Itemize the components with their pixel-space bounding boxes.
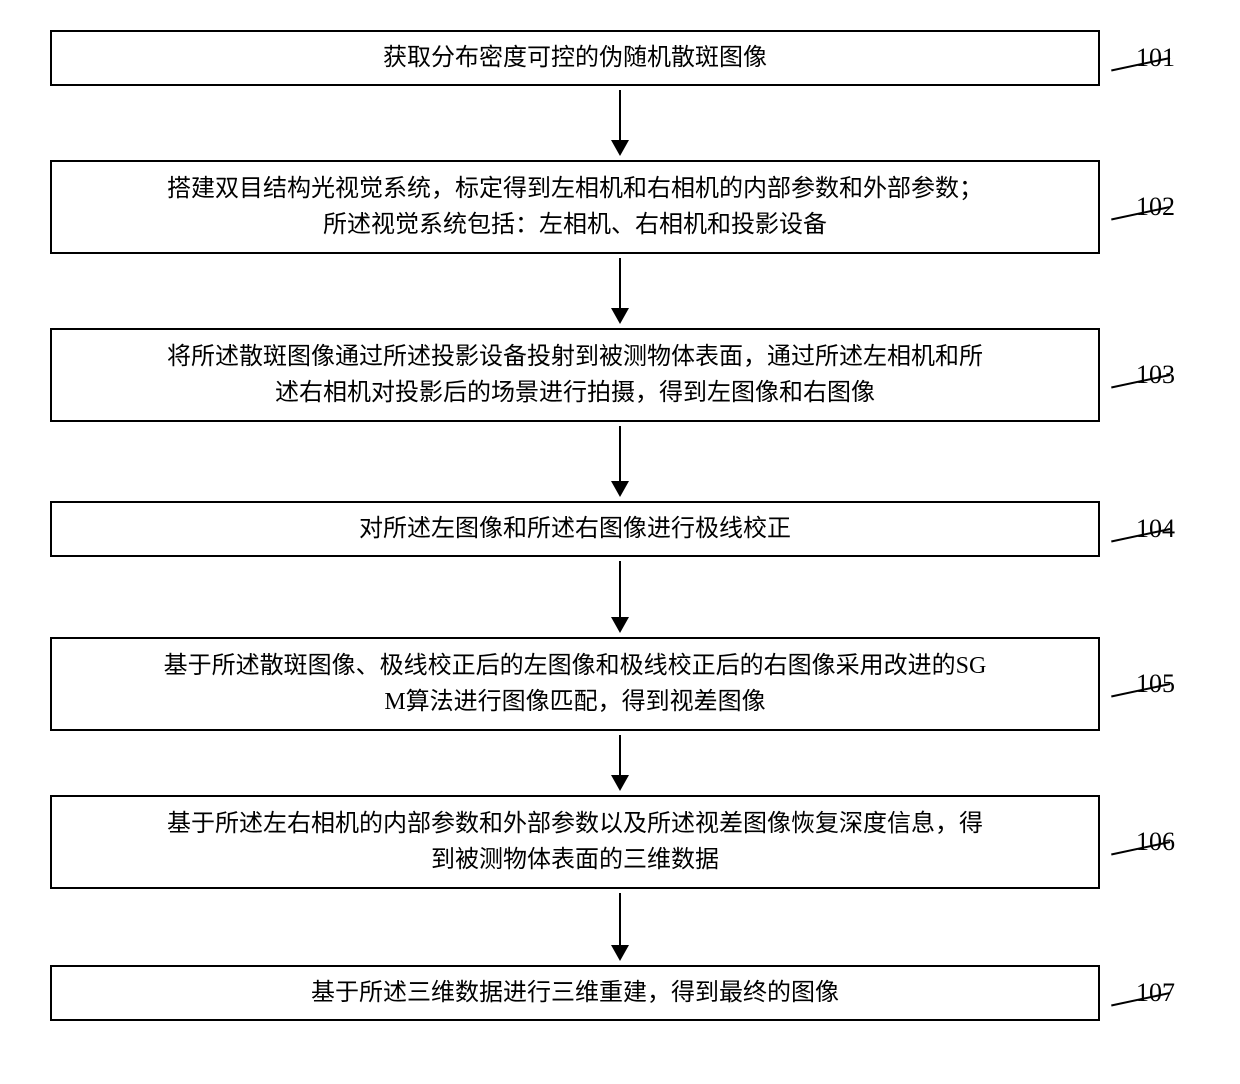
step-label-1: 101 [1136, 43, 1175, 73]
step-text-6: 基于所述左右相机的内部参数和外部参数以及所述视差图像恢复深度信息，得 到被测物体… [167, 806, 983, 878]
step-box-4: 对所述左图像和所述右图像进行极线校正 [50, 501, 1100, 557]
step-box-6: 基于所述左右相机的内部参数和外部参数以及所述视差图像恢复深度信息，得 到被测物体… [50, 795, 1100, 889]
step-text-3: 将所述散斑图像通过所述投影设备投射到被测物体表面，通过所述左相机和所 述右相机对… [167, 339, 983, 411]
step-box-5: 基于所述散斑图像、极线校正后的左图像和极线校正后的右图像采用改进的SG M算法进… [50, 637, 1100, 731]
step-label-5: 105 [1136, 669, 1175, 699]
step-box-2: 搭建双目结构光视觉系统，标定得到左相机和右相机的内部参数和外部参数； 所述视觉系… [50, 160, 1100, 254]
step-text-5: 基于所述散斑图像、极线校正后的左图像和极线校正后的右图像采用改进的SG M算法进… [164, 648, 987, 720]
arrow-5 [611, 735, 629, 791]
step-label-2: 102 [1136, 192, 1175, 222]
arrow-2 [611, 258, 629, 324]
step-row-6: 基于所述左右相机的内部参数和外部参数以及所述视差图像恢复深度信息，得 到被测物体… [50, 795, 1190, 889]
step-row-1: 获取分布密度可控的伪随机散斑图像 101 [50, 30, 1190, 86]
step-label-6: 106 [1136, 827, 1175, 857]
flowchart-container: 获取分布密度可控的伪随机散斑图像 101 搭建双目结构光视觉系统，标定得到左相机… [50, 30, 1190, 1021]
arrow-3 [611, 426, 629, 497]
step-row-5: 基于所述散斑图像、极线校正后的左图像和极线校正后的右图像采用改进的SG M算法进… [50, 637, 1190, 731]
step-text-2: 搭建双目结构光视觉系统，标定得到左相机和右相机的内部参数和外部参数； 所述视觉系… [167, 171, 983, 243]
step-box-7: 基于所述三维数据进行三维重建，得到最终的图像 [50, 965, 1100, 1021]
step-text-1: 获取分布密度可控的伪随机散斑图像 [383, 40, 767, 76]
arrow-4 [611, 561, 629, 633]
step-text-7: 基于所述三维数据进行三维重建，得到最终的图像 [311, 975, 839, 1011]
step-label-3: 103 [1136, 360, 1175, 390]
step-row-7: 基于所述三维数据进行三维重建，得到最终的图像 107 [50, 965, 1190, 1021]
step-box-3: 将所述散斑图像通过所述投影设备投射到被测物体表面，通过所述左相机和所 述右相机对… [50, 328, 1100, 422]
arrow-1 [611, 90, 629, 156]
step-row-3: 将所述散斑图像通过所述投影设备投射到被测物体表面，通过所述左相机和所 述右相机对… [50, 328, 1190, 422]
step-text-4: 对所述左图像和所述右图像进行极线校正 [359, 511, 791, 547]
step-row-4: 对所述左图像和所述右图像进行极线校正 104 [50, 501, 1190, 557]
step-label-4: 104 [1136, 514, 1175, 544]
step-box-1: 获取分布密度可控的伪随机散斑图像 [50, 30, 1100, 86]
step-row-2: 搭建双目结构光视觉系统，标定得到左相机和右相机的内部参数和外部参数； 所述视觉系… [50, 160, 1190, 254]
step-label-7: 107 [1136, 978, 1175, 1008]
arrow-6 [611, 893, 629, 961]
